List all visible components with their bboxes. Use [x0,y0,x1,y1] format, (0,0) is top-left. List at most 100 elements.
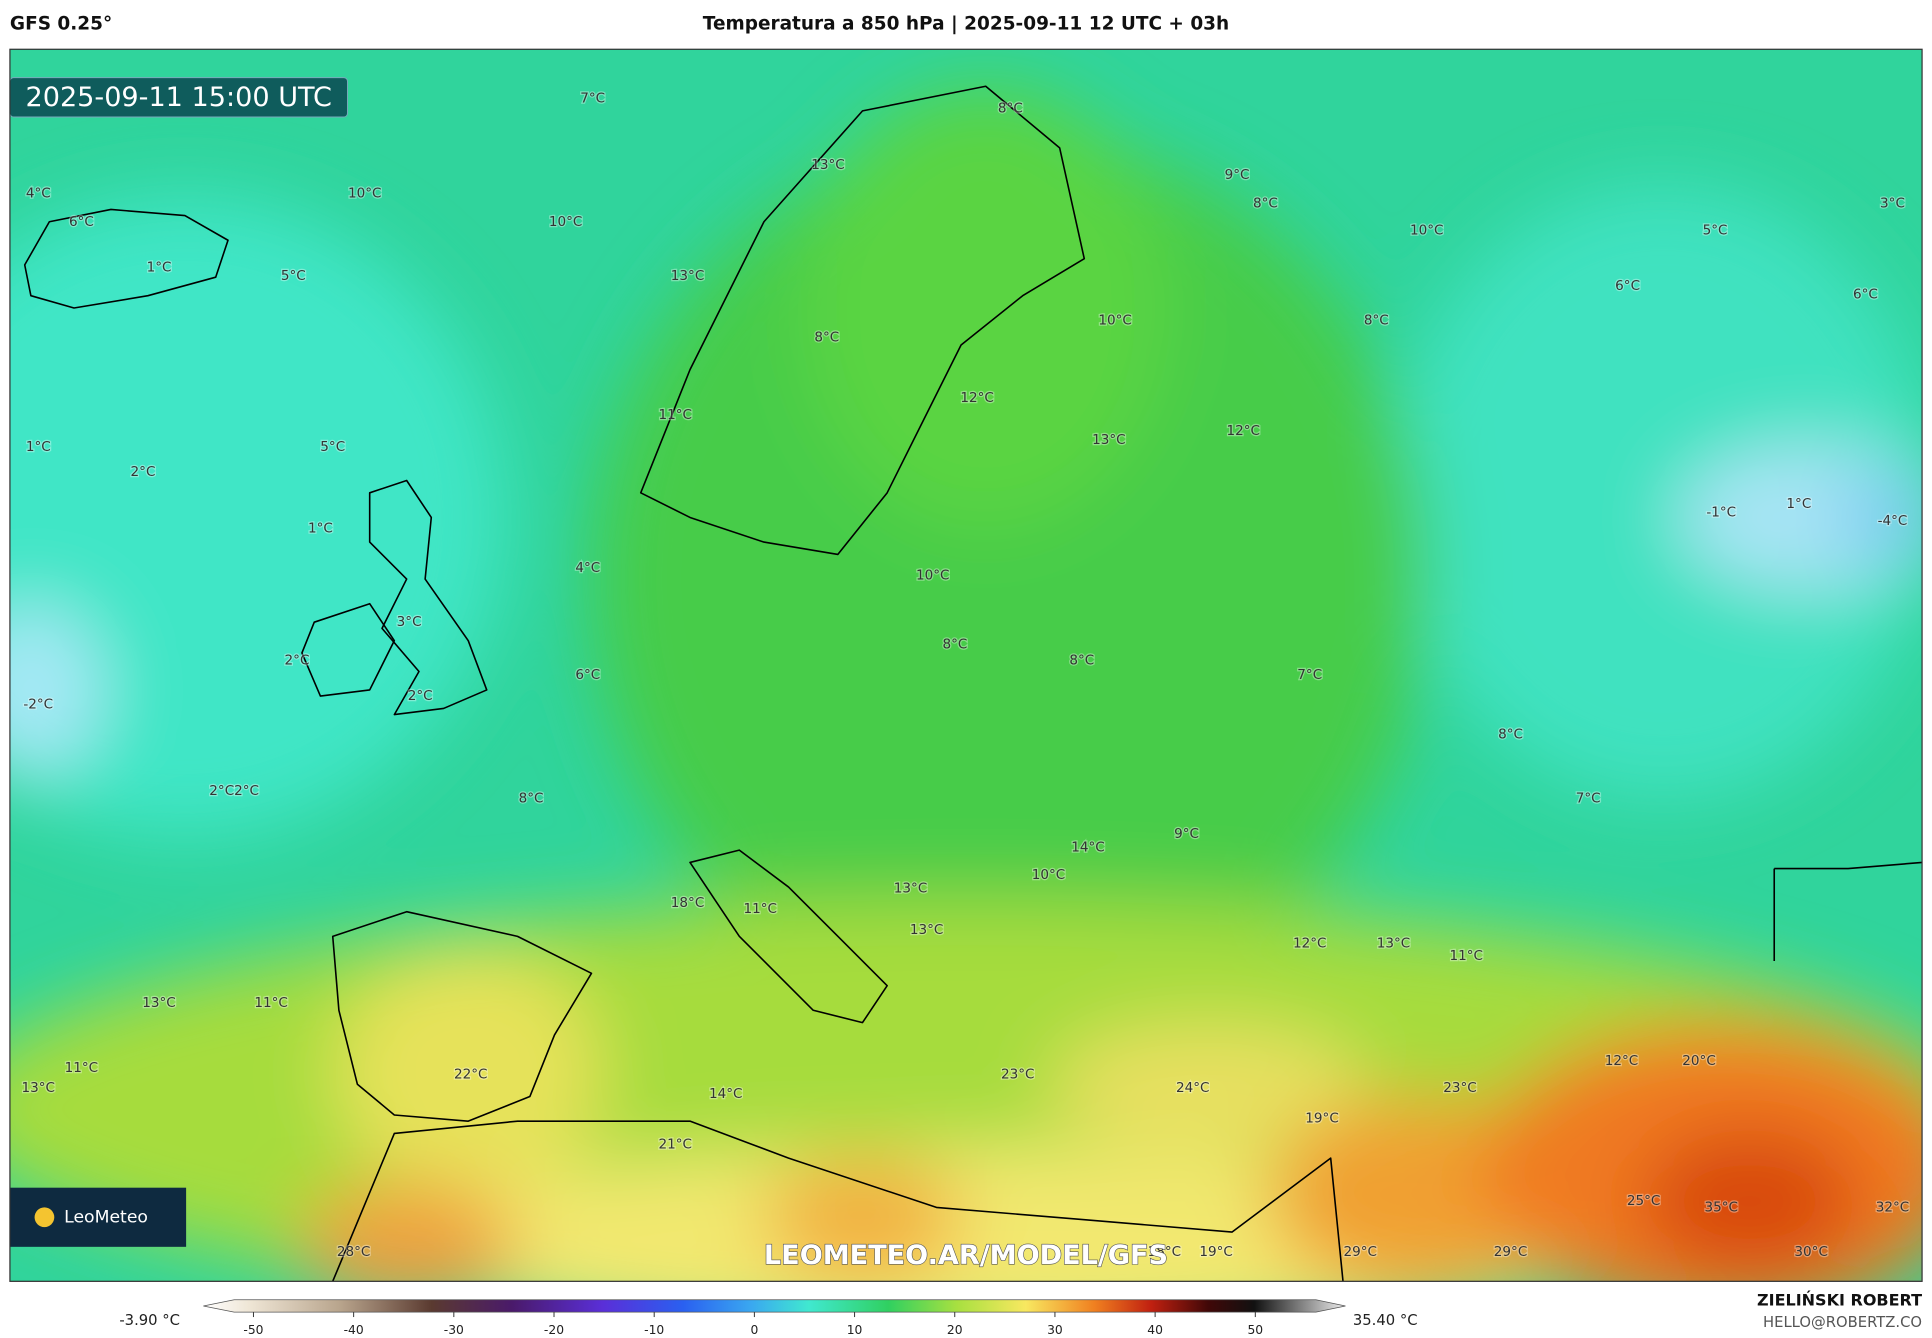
logo-sun [34,1207,55,1228]
temp-label: 20°C [1682,1053,1715,1069]
temp-label: 13°C [142,995,175,1011]
temp-label: 4°C [26,185,51,201]
colorbar-tick-label: 40 [1147,1323,1163,1337]
temp-label: 8°C [998,100,1023,116]
temp-label: 13°C [671,268,704,284]
temp-label: 10°C [916,567,949,583]
temp-label: 19°C [1305,1111,1338,1127]
temp-label: 10°C [1098,312,1131,328]
temp-label: 12°C [1605,1053,1638,1069]
temp-label: 8°C [519,790,544,806]
temp-label: 1°C [26,439,51,455]
temp-label: 3°C [397,614,422,630]
colorbar-tick-label: 50 [1247,1323,1263,1337]
temp-label: 10°C [549,214,582,230]
temp-label: 30°C [1794,1244,1827,1260]
temp-label: 11°C [65,1060,98,1076]
temp-label: 10°C [1032,867,1065,883]
temp-label: 22°C [454,1066,487,1082]
temp-label: 11°C [1449,948,1482,964]
temp-label: 1°C [147,259,172,275]
watermark: LEOMETEO.AR/MODEL/GFS [764,1240,1168,1271]
temp-label: 19°C [1199,1244,1232,1260]
colorbar-tick-label: 0 [750,1323,758,1337]
temp-label: 6°C [1615,278,1640,294]
colorbar-max: 35.40 °C [1353,1312,1418,1329]
temp-label: 29°C [1494,1244,1527,1260]
temp-label: 10°C [1410,222,1443,238]
temp-label: 23°C [1443,1080,1476,1096]
temp-label: 8°C [1498,726,1523,742]
temp-label: 2°C [408,688,433,704]
colorbar [203,1299,1346,1313]
temp-label: 21°C [658,1137,691,1153]
temp-label: 5°C [281,268,306,284]
temp-label: 28°C [337,1244,370,1260]
temp-label: 8°C [942,636,967,652]
temp-label: 8°C [1253,195,1278,211]
temp-label: 23°C [1001,1066,1034,1082]
temp-label: 18°C [671,895,704,911]
temp-label: 12°C [960,390,993,406]
temp-label: 13°C [894,880,927,896]
temp-label: 6°C [1853,286,1878,302]
author: ZIELIŃSKI ROBERT [1757,1291,1922,1310]
temp-label: 7°C [1576,790,1601,806]
timestamp: 2025-09-11 15:00 UTC [25,82,331,113]
temp-label: 13°C [22,1080,55,1096]
temp-label: 1°C [1786,496,1811,512]
temp-label: 7°C [1297,667,1322,683]
temp-label: -2°C [23,697,53,713]
temp-label: 6°C [575,667,600,683]
temp-label: -1°C [1706,505,1736,521]
email: HELLO@ROBERTZ.CO [1763,1314,1922,1331]
temp-label: 2°C [131,464,156,480]
temp-label: 5°C [1703,222,1728,238]
temp-label: 10°C [348,185,381,201]
temp-label: 13°C [910,922,943,938]
colorbar-tick-label: -50 [243,1323,263,1337]
colorbar-tick-label: -10 [644,1323,664,1337]
temp-label: 11°C [658,407,691,423]
temp-label: 14°C [1071,840,1104,856]
map-frame [9,48,1923,1282]
temp-label: 2°C [285,652,310,668]
temp-label: 8°C [1069,652,1094,668]
temp-label: 25°C [1627,1193,1660,1209]
temp-label: 4°C [575,560,600,576]
temp-label: 11°C [744,901,777,917]
temp-label: -4°C [1878,513,1908,529]
temp-label: 24°C [1176,1080,1209,1096]
colorbar-min: -3.90 °C [119,1312,180,1329]
temp-label: 5°C [320,439,345,455]
colorbar-tick-label: -30 [444,1323,464,1337]
temp-label: 14°C [709,1086,742,1102]
temp-label: 8°C [814,330,839,346]
temp-label: 2°C2°C [209,783,259,799]
temp-label: 13°C [811,157,844,173]
colorbar-tick-label: -20 [544,1323,564,1337]
temp-label: 9°C [1225,167,1250,183]
logo-text: LeoMeteo [64,1207,148,1227]
temp-label: 32°C [1876,1199,1909,1215]
model-name: GFS 0.25° [10,14,112,35]
map-title: Temperatura a 850 hPa | 2025-09-11 12 UT… [703,14,1229,35]
map [9,49,1923,1282]
temp-label: 9°C [1174,826,1199,842]
colorbar-tick-label: -40 [344,1323,364,1337]
temp-label: 13°C [1377,936,1410,952]
colorbar-tick-label: 20 [947,1323,963,1337]
temp-label: 18°C [1148,1244,1181,1260]
temp-label: 11°C [254,995,287,1011]
colorbar-tick-label: 10 [847,1323,863,1337]
temp-label: 6°C [69,214,94,230]
temp-label: 13°C [1092,432,1125,448]
temp-label: 3°C [1880,195,1905,211]
temp-label: 29°C [1344,1244,1377,1260]
temp-label: 35°C [1705,1199,1738,1215]
temp-label: 8°C [1364,312,1389,328]
temp-label: 12°C [1226,423,1259,439]
colorbar-tick-label: 30 [1047,1323,1063,1337]
temp-label: 7°C [580,91,605,107]
